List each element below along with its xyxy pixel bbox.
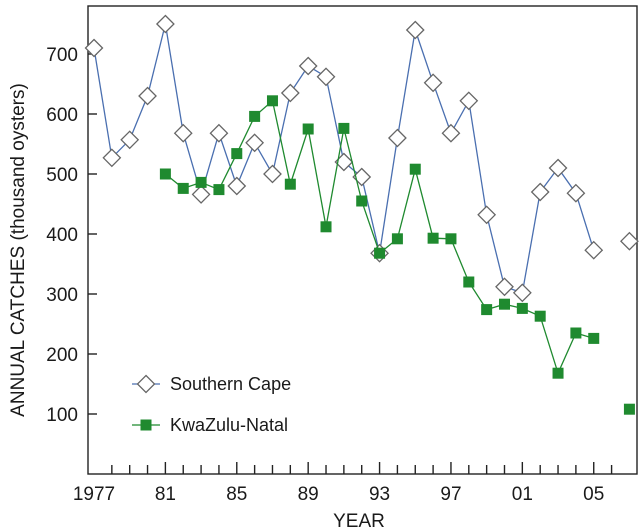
data-point xyxy=(512,283,532,303)
data-point xyxy=(405,20,425,40)
data-point xyxy=(191,184,211,204)
data-point xyxy=(463,276,475,288)
data-point xyxy=(588,332,600,344)
y-tick-label: 700 xyxy=(46,45,78,66)
data-point xyxy=(155,14,175,34)
data-point xyxy=(387,128,407,148)
data-point xyxy=(120,130,140,150)
legend-item: Southern Cape xyxy=(132,374,291,394)
y-axis-title: ANNUAL CATCHES (thousand oysters) xyxy=(8,83,29,417)
data-point xyxy=(623,403,635,415)
data-point xyxy=(495,277,514,297)
data-point xyxy=(441,123,461,143)
data-point xyxy=(427,232,439,244)
data-point xyxy=(245,133,265,153)
data-point xyxy=(298,56,318,76)
data-point xyxy=(138,86,157,106)
x-tick-label: 89 xyxy=(298,484,319,505)
data-point xyxy=(445,233,457,245)
y-tick-label: 600 xyxy=(46,105,78,126)
legend-item: KwaZulu-Natal xyxy=(132,415,288,435)
data-point xyxy=(534,310,546,322)
data-point xyxy=(102,148,122,168)
data-point xyxy=(620,231,639,251)
series-southern-cape xyxy=(84,14,639,303)
data-point xyxy=(338,122,350,134)
data-point xyxy=(320,221,332,233)
x-axis-title: YEAR xyxy=(333,511,385,530)
data-point xyxy=(173,123,193,143)
data-point xyxy=(263,164,282,184)
legend-marker xyxy=(140,419,152,431)
data-point xyxy=(266,95,278,107)
axes: 100 200 300 400 500 600 700 1977 81 85 89 93 97 01 05 xyxy=(46,45,613,505)
legend-label: Southern Cape xyxy=(170,374,291,394)
data-point xyxy=(249,110,261,122)
data-point xyxy=(566,183,586,203)
data-point xyxy=(391,233,403,245)
data-point xyxy=(159,168,171,180)
data-point xyxy=(498,298,510,310)
x-tick-label: 01 xyxy=(512,484,533,505)
legend-label: KwaZulu-Natal xyxy=(170,415,288,435)
data-point xyxy=(516,302,528,314)
legend: Southern Cape KwaZulu-Natal xyxy=(132,374,291,435)
data-point xyxy=(231,148,243,160)
data-point xyxy=(530,182,550,202)
y-tick-label: 200 xyxy=(46,345,78,366)
x-tick-label: 05 xyxy=(583,484,604,505)
x-tick-label: 97 xyxy=(440,484,461,505)
data-point xyxy=(316,67,336,87)
data-point xyxy=(84,38,104,58)
data-point xyxy=(584,240,604,260)
data-point xyxy=(570,327,582,339)
data-point xyxy=(548,158,568,178)
x-tick-label: 93 xyxy=(369,484,390,505)
series-kwazulu-natal xyxy=(159,95,635,415)
data-point xyxy=(552,367,564,379)
data-point xyxy=(280,83,300,103)
x-tick-label: 81 xyxy=(155,484,176,505)
data-point xyxy=(195,176,207,188)
data-point xyxy=(481,304,493,316)
data-point xyxy=(227,176,247,196)
legend-marker xyxy=(136,374,156,394)
data-point xyxy=(459,91,479,111)
plot-area xyxy=(87,5,638,475)
y-tick-label: 500 xyxy=(46,165,78,186)
y-tick-label: 300 xyxy=(46,285,78,306)
data-point xyxy=(213,184,225,196)
data-point xyxy=(209,123,229,143)
data-point xyxy=(409,163,421,175)
series-line xyxy=(164,99,594,376)
y-tick-label: 400 xyxy=(46,225,78,246)
data-point xyxy=(374,247,386,259)
x-tick-label: 1977 xyxy=(73,484,115,505)
data-point xyxy=(477,205,497,225)
data-point xyxy=(177,182,189,194)
x-tick-label: 85 xyxy=(226,484,247,505)
y-tick-label: 100 xyxy=(46,405,78,426)
plot-frame xyxy=(87,5,638,475)
series-layer xyxy=(84,14,639,415)
data-point xyxy=(302,123,314,135)
data-point xyxy=(284,178,296,190)
data-point xyxy=(423,73,443,93)
data-point xyxy=(356,195,368,207)
